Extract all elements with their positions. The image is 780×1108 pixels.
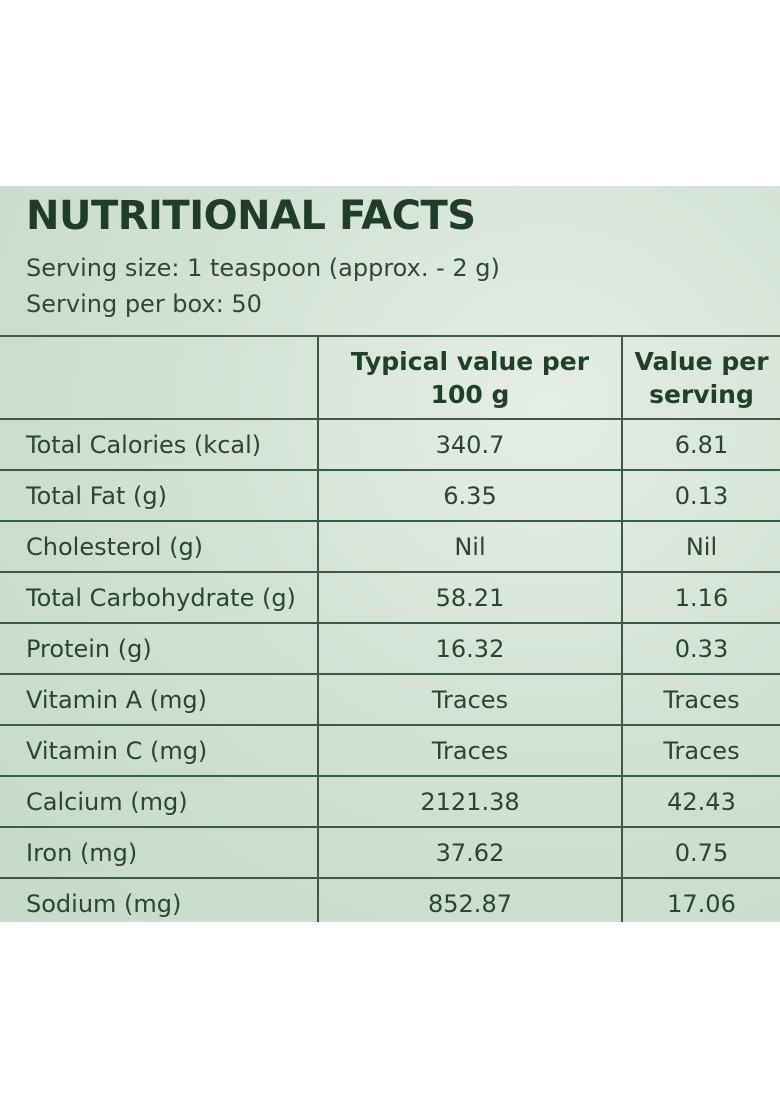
serving-per-box: Serving per box: 50 <box>26 290 262 318</box>
table-row: Vitamin C (mg) Traces Traces <box>0 725 780 777</box>
value-per-serving: Traces <box>622 674 780 726</box>
table-header-row: Typical value per 100 g Value per servin… <box>0 337 780 420</box>
value-per-serving: 0.13 <box>622 470 780 522</box>
header-per-serving-line1: Value per <box>634 346 769 376</box>
value-per-100g: 6.35 <box>318 470 623 522</box>
value-per-100g: 2121.38 <box>318 776 623 828</box>
nutrient-name: Vitamin C (mg) <box>0 725 319 777</box>
header-per-100g: Typical value per 100 g <box>318 337 623 420</box>
label-title: NUTRITIONAL FACTS <box>26 193 476 239</box>
nutrient-name: Vitamin A (mg) <box>0 674 319 726</box>
nutrient-name: Total Fat (g) <box>0 470 319 522</box>
value-per-100g: 58.21 <box>318 572 623 624</box>
value-per-serving: 17.06 <box>622 878 780 922</box>
value-per-100g: Traces <box>318 725 623 777</box>
value-per-serving: 1.16 <box>622 572 780 624</box>
nutrient-name: Calcium (mg) <box>0 776 319 828</box>
value-per-100g: Nil <box>318 521 623 573</box>
value-per-100g: Traces <box>318 674 623 726</box>
value-per-100g: 37.62 <box>318 827 623 879</box>
value-per-serving: 42.43 <box>622 776 780 828</box>
header-per-serving: Value per serving <box>622 337 780 420</box>
header-per-100g-line1: Typical value per <box>350 346 590 376</box>
nutrition-table: Typical value per 100 g Value per servin… <box>0 337 780 922</box>
table-row: Total Calories (kcal) 340.7 6.81 <box>0 419 780 471</box>
value-per-serving: Traces <box>622 725 780 777</box>
table-row: Sodium (mg) 852.87 17.06 <box>0 878 780 922</box>
value-per-100g: 340.7 <box>318 419 623 471</box>
nutrient-name: Protein (g) <box>0 623 319 675</box>
table-row: Calcium (mg) 2121.38 42.43 <box>0 776 780 828</box>
header-per-serving-line2: serving <box>649 379 754 409</box>
value-per-100g: 16.32 <box>318 623 623 675</box>
value-per-serving: Nil <box>622 521 780 573</box>
table-row: Total Fat (g) 6.35 0.13 <box>0 470 780 522</box>
serving-size: Serving size: 1 teaspoon (approx. - 2 g) <box>26 254 500 282</box>
nutrient-name: Cholesterol (g) <box>0 521 319 573</box>
table-row: Protein (g) 16.32 0.33 <box>0 623 780 675</box>
value-per-serving: 0.33 <box>622 623 780 675</box>
table-row: Vitamin A (mg) Traces Traces <box>0 674 780 726</box>
header-per-100g-line2: 100 g <box>430 379 510 409</box>
nutrient-name: Sodium (mg) <box>0 878 319 922</box>
nutrition-label: NUTRITIONAL FACTS Serving size: 1 teaspo… <box>0 186 780 922</box>
header-nutrient <box>0 337 319 420</box>
table-row: Total Carbohydrate (g) 58.21 1.16 <box>0 572 780 624</box>
nutrient-name: Total Calories (kcal) <box>0 419 319 471</box>
table-row: Cholesterol (g) Nil Nil <box>0 521 780 573</box>
nutrient-name: Iron (mg) <box>0 827 319 879</box>
label-header: NUTRITIONAL FACTS Serving size: 1 teaspo… <box>0 186 780 337</box>
nutrient-name: Total Carbohydrate (g) <box>0 572 319 624</box>
value-per-serving: 0.75 <box>622 827 780 879</box>
value-per-100g: 852.87 <box>318 878 623 922</box>
value-per-serving: 6.81 <box>622 419 780 471</box>
table-row: Iron (mg) 37.62 0.75 <box>0 827 780 879</box>
